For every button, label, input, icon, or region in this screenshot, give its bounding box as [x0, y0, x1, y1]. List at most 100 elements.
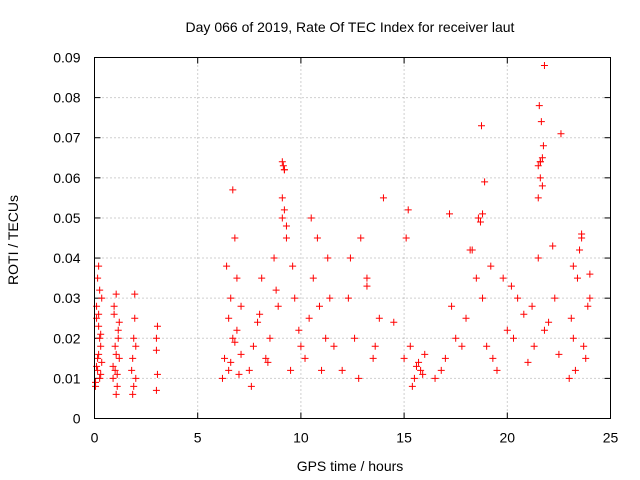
data-point — [318, 366, 326, 374]
data-point — [524, 358, 532, 366]
data-point — [279, 162, 287, 170]
data-point — [379, 194, 387, 202]
data-point — [280, 206, 288, 214]
data-point — [538, 182, 546, 190]
data-point — [98, 358, 106, 366]
x-tick-label: 20 — [500, 430, 516, 446]
data-point — [97, 342, 105, 350]
data-point — [274, 302, 282, 310]
data-point — [330, 342, 338, 350]
y-tick-label: 0.07 — [53, 130, 80, 146]
data-point — [114, 326, 122, 334]
data-point — [94, 354, 102, 362]
data-point — [110, 302, 118, 310]
data-point — [94, 366, 102, 374]
data-point — [415, 358, 423, 366]
data-point — [237, 350, 245, 358]
data-point — [249, 342, 257, 350]
data-point — [112, 390, 120, 398]
data-point — [237, 302, 245, 310]
data-point — [586, 270, 594, 278]
data-point — [448, 302, 456, 310]
data-point — [528, 302, 536, 310]
data-point — [92, 382, 100, 390]
data-point — [130, 382, 138, 390]
data-point — [355, 374, 363, 382]
data-point — [225, 314, 233, 322]
data-point — [499, 274, 507, 282]
data-point — [545, 318, 553, 326]
data-point — [264, 358, 272, 366]
data-point — [493, 366, 501, 374]
data-point — [520, 310, 528, 318]
data-point — [557, 130, 565, 138]
data-point — [112, 350, 120, 358]
data-point — [404, 206, 412, 214]
data-point — [262, 354, 270, 362]
data-point — [487, 262, 495, 270]
data-point — [406, 342, 414, 350]
data-point — [97, 370, 105, 378]
x-tick-label: 0 — [91, 430, 99, 446]
data-point — [578, 230, 586, 238]
data-point — [94, 274, 102, 282]
data-point — [152, 386, 160, 394]
data-point — [357, 234, 365, 242]
data-point — [113, 370, 121, 378]
data-point — [266, 334, 274, 342]
y-tick-label: 0.03 — [53, 290, 80, 306]
y-tick-label: 0.09 — [53, 50, 80, 66]
data-point — [291, 294, 299, 302]
data-point — [419, 370, 427, 378]
data-point — [109, 362, 117, 370]
x-tick-label: 5 — [194, 430, 202, 446]
data-point — [539, 142, 547, 150]
data-point — [258, 274, 266, 282]
y-axis-label: ROTI / TECUs — [5, 195, 21, 285]
data-point — [278, 214, 286, 222]
data-point — [446, 210, 454, 218]
data-point — [278, 194, 286, 202]
data-point — [233, 326, 241, 334]
data-point — [272, 286, 280, 294]
y-tick-label: 0.08 — [53, 90, 80, 106]
data-point — [233, 274, 241, 282]
data-point — [129, 390, 137, 398]
data-point — [229, 186, 237, 194]
data-point — [297, 342, 305, 350]
data-point — [351, 334, 359, 342]
data-point — [584, 302, 592, 310]
data-point — [153, 322, 161, 330]
chart-title: Day 066 of 2019, Rate Of TEC Index for r… — [186, 19, 515, 35]
data-point — [96, 334, 104, 342]
data-point — [282, 222, 290, 230]
y-tick-label: 0.02 — [53, 330, 80, 346]
data-point — [307, 214, 315, 222]
data-point — [295, 326, 303, 334]
data-points — [92, 62, 594, 398]
data-point — [315, 302, 323, 310]
y-tick-label: 0.06 — [53, 170, 80, 186]
data-point — [132, 374, 140, 382]
data-point — [540, 62, 548, 70]
x-axis-label: GPS time / hours — [297, 458, 404, 474]
data-point — [256, 310, 264, 318]
data-point — [586, 294, 594, 302]
data-point — [287, 366, 295, 374]
data-point — [576, 246, 584, 254]
data-point — [569, 262, 577, 270]
data-point — [514, 294, 522, 302]
data-point — [98, 294, 106, 302]
data-point — [441, 354, 449, 362]
data-point — [112, 290, 120, 298]
data-point — [111, 366, 119, 374]
data-point — [582, 354, 590, 362]
data-point — [227, 358, 235, 366]
data-point — [235, 370, 243, 378]
data-point — [534, 194, 542, 202]
plot-frame — [94, 57, 611, 419]
data-point — [280, 166, 288, 174]
data-point — [289, 262, 297, 270]
data-point — [476, 218, 484, 226]
data-point — [573, 274, 581, 282]
